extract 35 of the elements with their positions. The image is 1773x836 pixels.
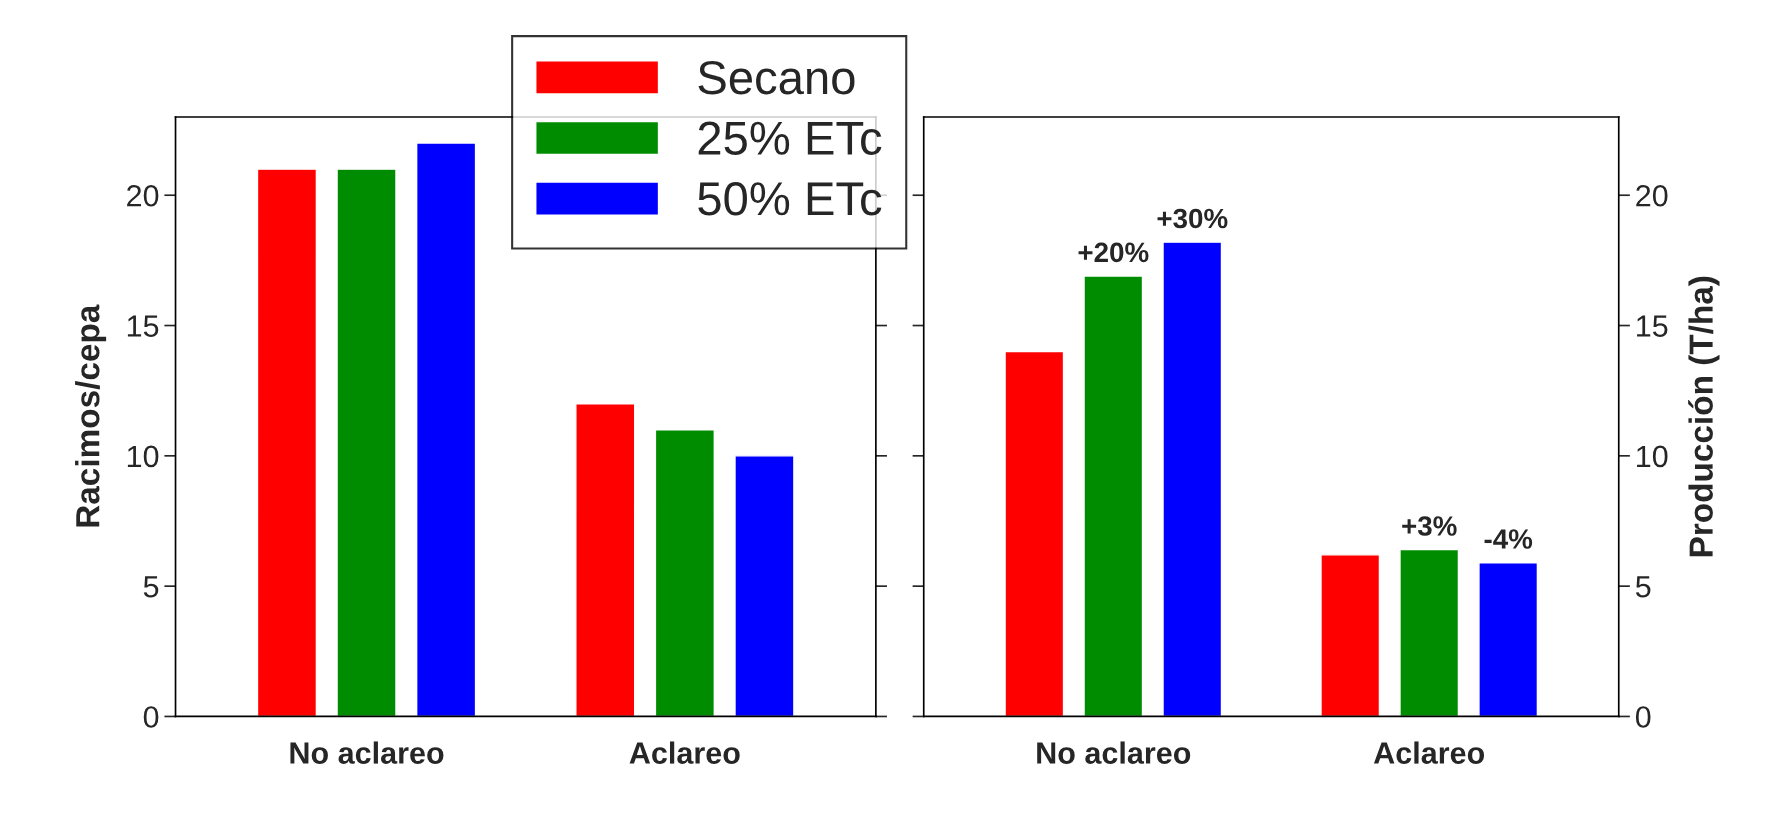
- y-tick-label: 20: [1636, 184, 1668, 207]
- y-tick-label: 10: [1637, 445, 1668, 468]
- legend-label: 25% ETc: [698, 121, 882, 155]
- legend-label: Secano: [698, 61, 855, 95]
- bar: [256, 168, 318, 717]
- y-tick-label: 5: [1635, 576, 1651, 598]
- y-tick-label: 15: [127, 315, 159, 337]
- y-tick-label: 15: [1637, 315, 1668, 337]
- y-tick-label: 10: [127, 445, 159, 468]
- y-tick-label: 20: [127, 184, 159, 207]
- y-axis-title: Producción (T/ha): [1688, 276, 1720, 557]
- x-tick-label: Aclareo: [629, 741, 740, 764]
- y-tick-label: 0: [1635, 706, 1651, 728]
- x-tick-label: No aclareo: [290, 741, 444, 764]
- annotation: +30%: [1157, 208, 1228, 229]
- bar: [734, 455, 795, 717]
- annotation: +3%: [1402, 516, 1457, 536]
- x-tick-label: Aclareo: [1373, 741, 1485, 764]
- x-tick-label: No aclareo: [1037, 741, 1191, 764]
- bar: [654, 429, 716, 717]
- bar: [415, 142, 477, 717]
- bar: [336, 168, 397, 717]
- bar: [1162, 241, 1223, 717]
- bar: [1320, 554, 1381, 717]
- bar: [1004, 350, 1065, 717]
- y-tick-label: 5: [143, 576, 159, 598]
- y-axis-title: Racimos/cepa: [75, 304, 107, 527]
- legend-label: 50% ETc: [698, 182, 882, 216]
- annotation: -4%: [1484, 529, 1533, 549]
- bar: [575, 403, 636, 717]
- y-tick-label: 0: [143, 706, 159, 728]
- bar: [1478, 561, 1539, 717]
- bar: [1083, 275, 1144, 717]
- bar: [1399, 548, 1460, 717]
- annotation: +20%: [1078, 242, 1149, 263]
